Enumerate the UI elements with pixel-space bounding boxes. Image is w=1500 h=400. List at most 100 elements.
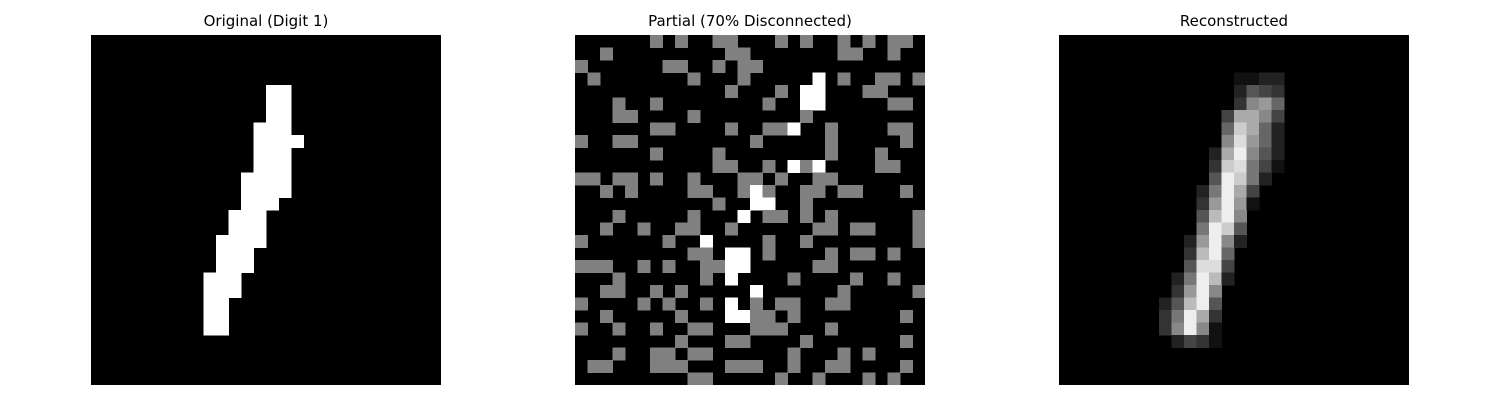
- pixel: [278, 185, 292, 198]
- pixel: [1196, 222, 1210, 236]
- pixel: [800, 85, 813, 98]
- panel-title-reconstructed: Reconstructed: [1179, 12, 1289, 30]
- pixel: [887, 97, 901, 111]
- pixel: [762, 97, 776, 111]
- pixel: [1259, 160, 1272, 173]
- pixel: [1171, 335, 1185, 348]
- pixel: [775, 372, 788, 385]
- pixel: [1234, 110, 1247, 123]
- pixel: [600, 285, 613, 298]
- pixel: [737, 335, 751, 348]
- pixel: [1171, 310, 1185, 323]
- pixel: [912, 222, 925, 236]
- pixel: [662, 260, 676, 273]
- pixel: [241, 260, 254, 273]
- pixel: [700, 297, 713, 311]
- pixel: [725, 260, 738, 273]
- pixel: [837, 285, 851, 298]
- pixel: [1221, 210, 1235, 223]
- pixel: [1234, 222, 1247, 236]
- pixel: [862, 372, 876, 385]
- pixel: [1171, 322, 1185, 336]
- pixel: [266, 135, 279, 148]
- pixel: [1246, 110, 1260, 123]
- pixel: [241, 197, 254, 211]
- pixel: [1184, 272, 1197, 286]
- pixel: [216, 260, 229, 273]
- pixel: [800, 235, 813, 248]
- pixel: [600, 222, 613, 236]
- pixel: [216, 235, 229, 248]
- pixel: [725, 310, 738, 323]
- pixel: [737, 172, 751, 186]
- pixel: [1246, 122, 1260, 136]
- pixel: [700, 322, 713, 336]
- pixel: [900, 35, 913, 48]
- pixel: [737, 310, 751, 323]
- pixel: [1209, 160, 1222, 173]
- pixel: [787, 297, 801, 311]
- pixel: [850, 247, 863, 261]
- pixel: [912, 210, 925, 223]
- pixel: [612, 135, 626, 148]
- pixel: [900, 122, 913, 136]
- pixel: [775, 122, 788, 136]
- pixel: [216, 272, 229, 286]
- pixel: [787, 310, 801, 323]
- pixel: [700, 247, 713, 261]
- pixel: [266, 197, 279, 211]
- pixel: [1234, 135, 1247, 148]
- pixel: [825, 260, 838, 273]
- pixel: [825, 222, 838, 236]
- pixel: [1196, 285, 1210, 298]
- pixel: [1221, 272, 1235, 286]
- pixel: [1271, 160, 1285, 173]
- pixel: [1259, 147, 1272, 161]
- pixel: [875, 85, 888, 98]
- pixel: [1271, 85, 1285, 98]
- pixel: [775, 35, 788, 48]
- pixel: [837, 35, 851, 48]
- pixel: [1234, 160, 1247, 173]
- pixel: [837, 347, 851, 361]
- pixel: [800, 335, 813, 348]
- pixel: [1196, 210, 1210, 223]
- pixel: [278, 160, 292, 173]
- pixel: [253, 222, 267, 236]
- pixel: [253, 197, 267, 211]
- pixel: [812, 222, 826, 236]
- pixel: [266, 97, 279, 111]
- pixel: [278, 110, 292, 123]
- pixel: [625, 135, 638, 148]
- pixel: [700, 185, 713, 198]
- pixel: [587, 72, 601, 86]
- pixel: [862, 247, 876, 261]
- pixel: [825, 360, 838, 373]
- pixel: [862, 85, 876, 98]
- pixel: [1221, 110, 1235, 123]
- pixel: [278, 122, 292, 136]
- pixel: [266, 172, 279, 186]
- pixel: [266, 110, 279, 123]
- pixel: [650, 122, 663, 136]
- pixel: [1234, 147, 1247, 161]
- pixel: [203, 310, 217, 323]
- pixel: [775, 322, 788, 336]
- pixel: [1209, 197, 1222, 211]
- pixel: [216, 297, 229, 311]
- pixel: [1209, 185, 1222, 198]
- pixel: [203, 272, 217, 286]
- pixel: [228, 210, 242, 223]
- pixel: [750, 285, 763, 298]
- pixel: [1196, 322, 1210, 336]
- pixel: [1259, 97, 1272, 111]
- pixel: [800, 35, 813, 48]
- pixel: [750, 360, 763, 373]
- pixel: [253, 172, 267, 186]
- pixel: [800, 97, 813, 111]
- pixel: [750, 197, 763, 211]
- pixel: [216, 247, 229, 261]
- pixel: [887, 272, 901, 286]
- pixel: [253, 185, 267, 198]
- image-original-digit: [91, 35, 441, 385]
